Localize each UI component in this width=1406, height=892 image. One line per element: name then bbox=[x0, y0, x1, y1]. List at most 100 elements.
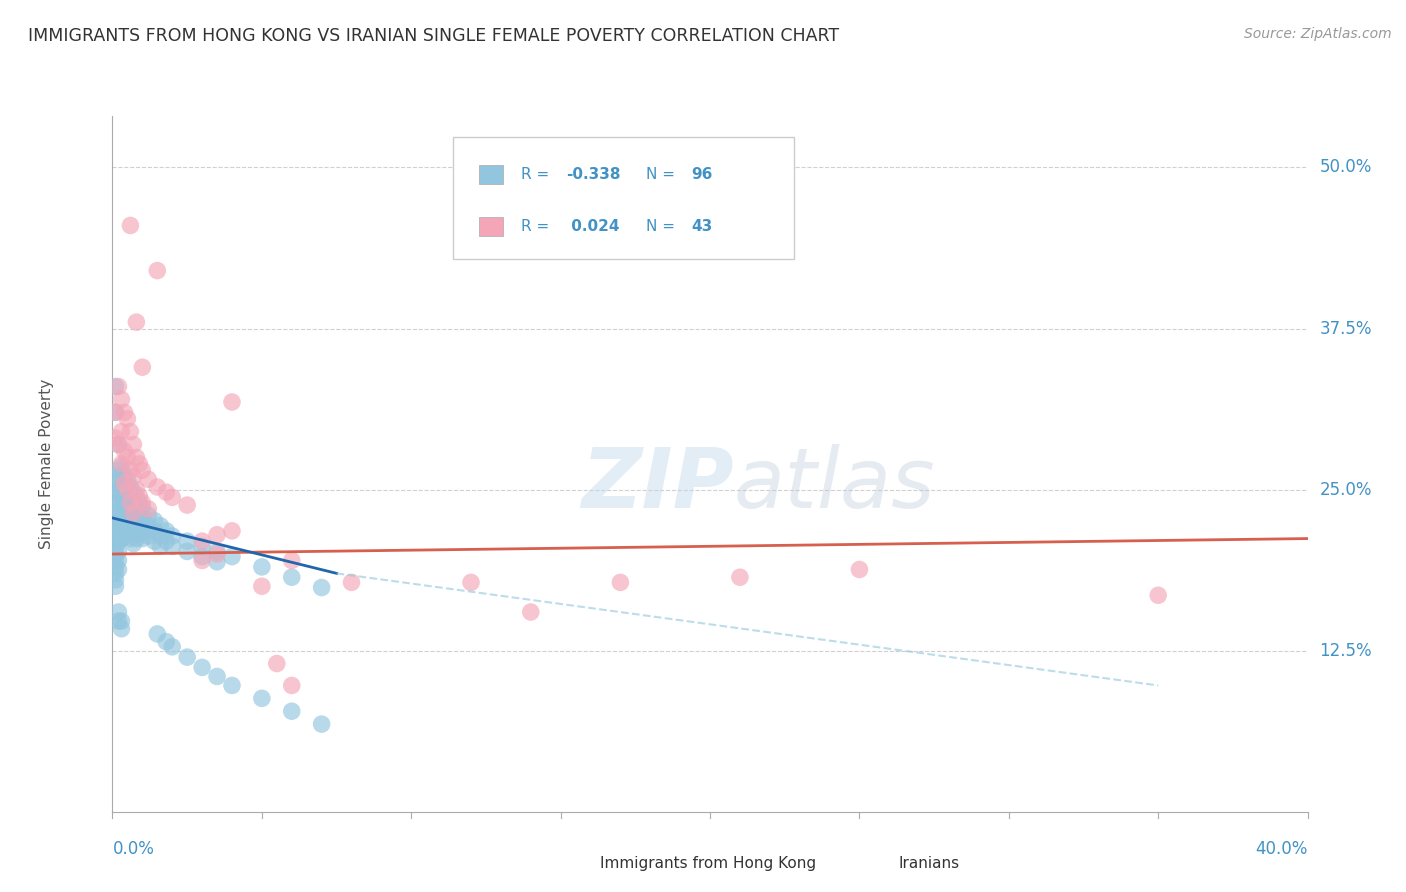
Point bbox=[250, 691, 273, 706]
Point bbox=[107, 562, 129, 576]
Point bbox=[162, 529, 183, 543]
Point bbox=[120, 495, 142, 509]
Point bbox=[110, 532, 132, 546]
Point bbox=[114, 529, 135, 543]
Point bbox=[128, 495, 150, 509]
Text: 0.024: 0.024 bbox=[567, 219, 620, 234]
Point bbox=[104, 579, 127, 593]
Point bbox=[138, 502, 160, 516]
Point bbox=[191, 539, 214, 553]
Point bbox=[117, 503, 139, 517]
Point bbox=[128, 457, 150, 471]
Point bbox=[176, 534, 198, 549]
Point bbox=[460, 575, 482, 590]
Point bbox=[107, 463, 129, 477]
Point bbox=[146, 263, 169, 277]
Point bbox=[131, 511, 153, 525]
Point bbox=[221, 395, 243, 409]
Point bbox=[114, 488, 135, 502]
Text: Immigrants from Hong Kong: Immigrants from Hong Kong bbox=[600, 856, 817, 871]
Point bbox=[848, 562, 870, 576]
FancyBboxPatch shape bbox=[453, 136, 793, 259]
Text: 25.0%: 25.0% bbox=[1319, 481, 1372, 499]
Point bbox=[107, 524, 129, 538]
Point bbox=[107, 534, 129, 549]
Point bbox=[104, 573, 127, 587]
Point bbox=[107, 553, 129, 567]
Point bbox=[110, 500, 132, 515]
Point bbox=[122, 537, 145, 551]
Point bbox=[138, 472, 160, 486]
Point bbox=[110, 511, 132, 525]
Point bbox=[162, 539, 183, 553]
Point bbox=[107, 485, 129, 500]
Text: 0.0%: 0.0% bbox=[112, 839, 155, 857]
Point bbox=[146, 480, 169, 494]
Point bbox=[131, 532, 153, 546]
FancyBboxPatch shape bbox=[853, 852, 889, 874]
Point bbox=[281, 570, 304, 584]
Point bbox=[122, 506, 145, 520]
Text: N =: N = bbox=[647, 167, 681, 182]
Text: 40.0%: 40.0% bbox=[1256, 839, 1308, 857]
Point bbox=[104, 515, 127, 529]
Text: Single Female Poverty: Single Female Poverty bbox=[39, 379, 55, 549]
Point bbox=[117, 524, 139, 538]
Point bbox=[107, 614, 129, 628]
Point bbox=[122, 516, 145, 530]
Point bbox=[120, 500, 142, 515]
Point bbox=[117, 492, 139, 507]
Point bbox=[110, 425, 132, 439]
Point bbox=[205, 544, 228, 558]
Text: 37.5%: 37.5% bbox=[1319, 319, 1372, 337]
Point bbox=[131, 500, 153, 515]
Point bbox=[104, 527, 127, 541]
Point bbox=[122, 485, 145, 500]
Point bbox=[104, 469, 127, 483]
Point bbox=[114, 477, 135, 491]
Point bbox=[104, 547, 127, 561]
Point bbox=[149, 529, 172, 543]
Point bbox=[114, 467, 135, 482]
Point bbox=[120, 532, 142, 546]
Point bbox=[110, 457, 132, 471]
Point bbox=[131, 495, 153, 509]
Point bbox=[117, 483, 139, 497]
Point bbox=[114, 498, 135, 512]
Point bbox=[128, 506, 150, 520]
Point bbox=[311, 581, 333, 595]
Point bbox=[120, 511, 142, 525]
Point bbox=[104, 405, 127, 419]
Text: R =: R = bbox=[520, 167, 554, 182]
Point bbox=[104, 521, 127, 535]
Point bbox=[138, 508, 160, 523]
Point bbox=[162, 491, 183, 505]
Point bbox=[281, 704, 304, 718]
Point bbox=[104, 541, 127, 555]
Point bbox=[250, 579, 273, 593]
Point bbox=[114, 508, 135, 523]
Point bbox=[104, 534, 127, 549]
Point bbox=[191, 660, 214, 674]
Point bbox=[117, 483, 139, 497]
Text: 12.5%: 12.5% bbox=[1319, 641, 1372, 660]
Point bbox=[191, 553, 214, 567]
Point bbox=[520, 605, 543, 619]
Point bbox=[281, 553, 304, 567]
Point bbox=[110, 614, 132, 628]
Point bbox=[114, 476, 135, 491]
Point bbox=[162, 640, 183, 654]
Point bbox=[107, 437, 129, 451]
Point bbox=[107, 506, 129, 520]
Point bbox=[191, 549, 214, 564]
Point bbox=[176, 498, 198, 512]
Point bbox=[104, 431, 127, 445]
Point bbox=[131, 521, 153, 535]
Point bbox=[146, 627, 169, 641]
Text: 50.0%: 50.0% bbox=[1319, 159, 1372, 177]
Point bbox=[128, 516, 150, 530]
Point bbox=[107, 605, 129, 619]
Text: Source: ZipAtlas.com: Source: ZipAtlas.com bbox=[1244, 27, 1392, 41]
Text: 43: 43 bbox=[692, 219, 713, 234]
Point bbox=[143, 534, 166, 549]
